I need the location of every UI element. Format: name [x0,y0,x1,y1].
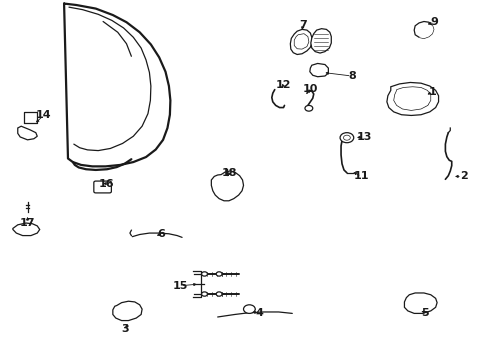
Text: 17: 17 [20,218,35,228]
Text: 3: 3 [121,324,128,334]
Text: 1: 1 [427,87,435,97]
Polygon shape [113,301,142,320]
Polygon shape [211,171,243,201]
Text: 10: 10 [302,84,317,94]
Circle shape [216,272,222,276]
Polygon shape [413,22,433,39]
Text: 11: 11 [353,171,368,181]
Circle shape [122,307,132,315]
Text: 4: 4 [255,308,263,318]
Circle shape [305,105,312,111]
Polygon shape [404,293,436,314]
FancyBboxPatch shape [94,181,111,193]
Polygon shape [290,30,311,54]
Text: 8: 8 [347,71,355,81]
Text: 5: 5 [420,308,428,318]
Text: 14: 14 [36,111,51,121]
Polygon shape [408,296,429,310]
Circle shape [201,272,207,276]
Polygon shape [13,223,40,235]
Circle shape [216,292,222,296]
Polygon shape [310,29,330,53]
Circle shape [201,292,207,296]
Text: 7: 7 [299,20,306,30]
Polygon shape [18,126,37,140]
Polygon shape [294,34,308,49]
Text: 16: 16 [99,179,115,189]
Text: 12: 12 [275,80,291,90]
Polygon shape [309,63,328,77]
Circle shape [343,135,349,140]
Text: 18: 18 [222,168,237,178]
Text: 9: 9 [430,17,438,27]
Polygon shape [418,25,433,39]
Text: 13: 13 [356,132,371,142]
Polygon shape [386,82,438,116]
Circle shape [339,133,353,143]
Text: 6: 6 [157,229,165,239]
Circle shape [243,305,255,314]
Text: 15: 15 [172,281,187,291]
Text: 2: 2 [459,171,467,181]
Polygon shape [393,87,430,111]
